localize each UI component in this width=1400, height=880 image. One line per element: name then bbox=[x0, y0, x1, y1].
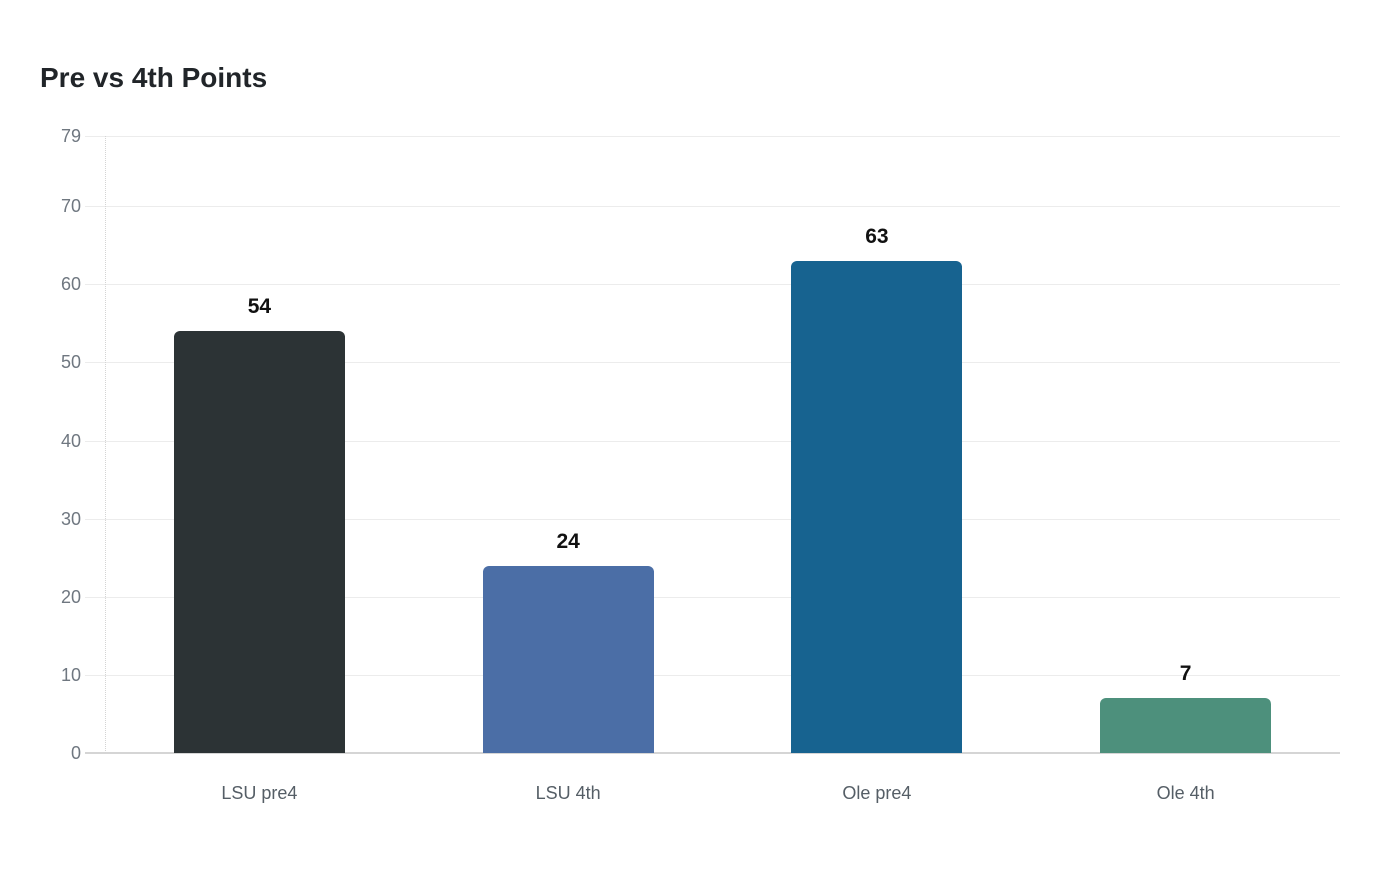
value-label-lsu-pre4: 54 bbox=[247, 295, 272, 319]
gridline bbox=[85, 518, 1340, 520]
gridline bbox=[85, 284, 1340, 286]
x-category-label-ole-pre4: Ole pre4 bbox=[842, 783, 912, 803]
value-label-lsu-4th: 24 bbox=[556, 529, 580, 553]
bar-lsu-pre4 bbox=[173, 331, 345, 753]
y-tick-label: 40 bbox=[60, 430, 81, 451]
y-tick-label: 0 bbox=[70, 743, 81, 763]
gridline bbox=[85, 674, 1340, 676]
y-tick-label: 30 bbox=[60, 508, 81, 529]
value-label-ole-4th: 7 bbox=[1179, 662, 1192, 686]
y-tick-label: 10 bbox=[60, 664, 81, 685]
y-tick-label: 20 bbox=[60, 586, 81, 607]
x-category-label-lsu-pre4: LSU pre4 bbox=[221, 783, 298, 803]
gridline bbox=[85, 136, 1340, 137]
bar-ole-4th bbox=[1100, 698, 1272, 753]
gridline bbox=[85, 206, 1340, 208]
y-tick-label: 50 bbox=[60, 352, 81, 373]
gridline bbox=[85, 362, 1340, 364]
bar-ole-pre4 bbox=[791, 260, 963, 753]
bar-lsu-4th bbox=[482, 565, 654, 753]
y-tick-label: 70 bbox=[60, 196, 81, 217]
x-category-label-lsu-4th: LSU 4th bbox=[535, 783, 601, 803]
y-tick-label: 79 bbox=[60, 126, 81, 146]
y-tick-label: 60 bbox=[60, 274, 81, 295]
gridline bbox=[85, 752, 1340, 754]
x-category-label-ole-4th: Ole 4th bbox=[1156, 783, 1215, 803]
chart-title: Pre vs 4th Points bbox=[40, 62, 268, 93]
value-label-ole-pre4: 63 bbox=[865, 224, 889, 248]
gridline bbox=[85, 596, 1340, 598]
y-axis-line bbox=[105, 136, 106, 753]
gridline bbox=[85, 440, 1340, 442]
plot-area: 0 10 20 30 40 50 60 70 79 54 LSU pre4 24 LSU 4th 63 Ol… bbox=[61, 126, 1340, 803]
